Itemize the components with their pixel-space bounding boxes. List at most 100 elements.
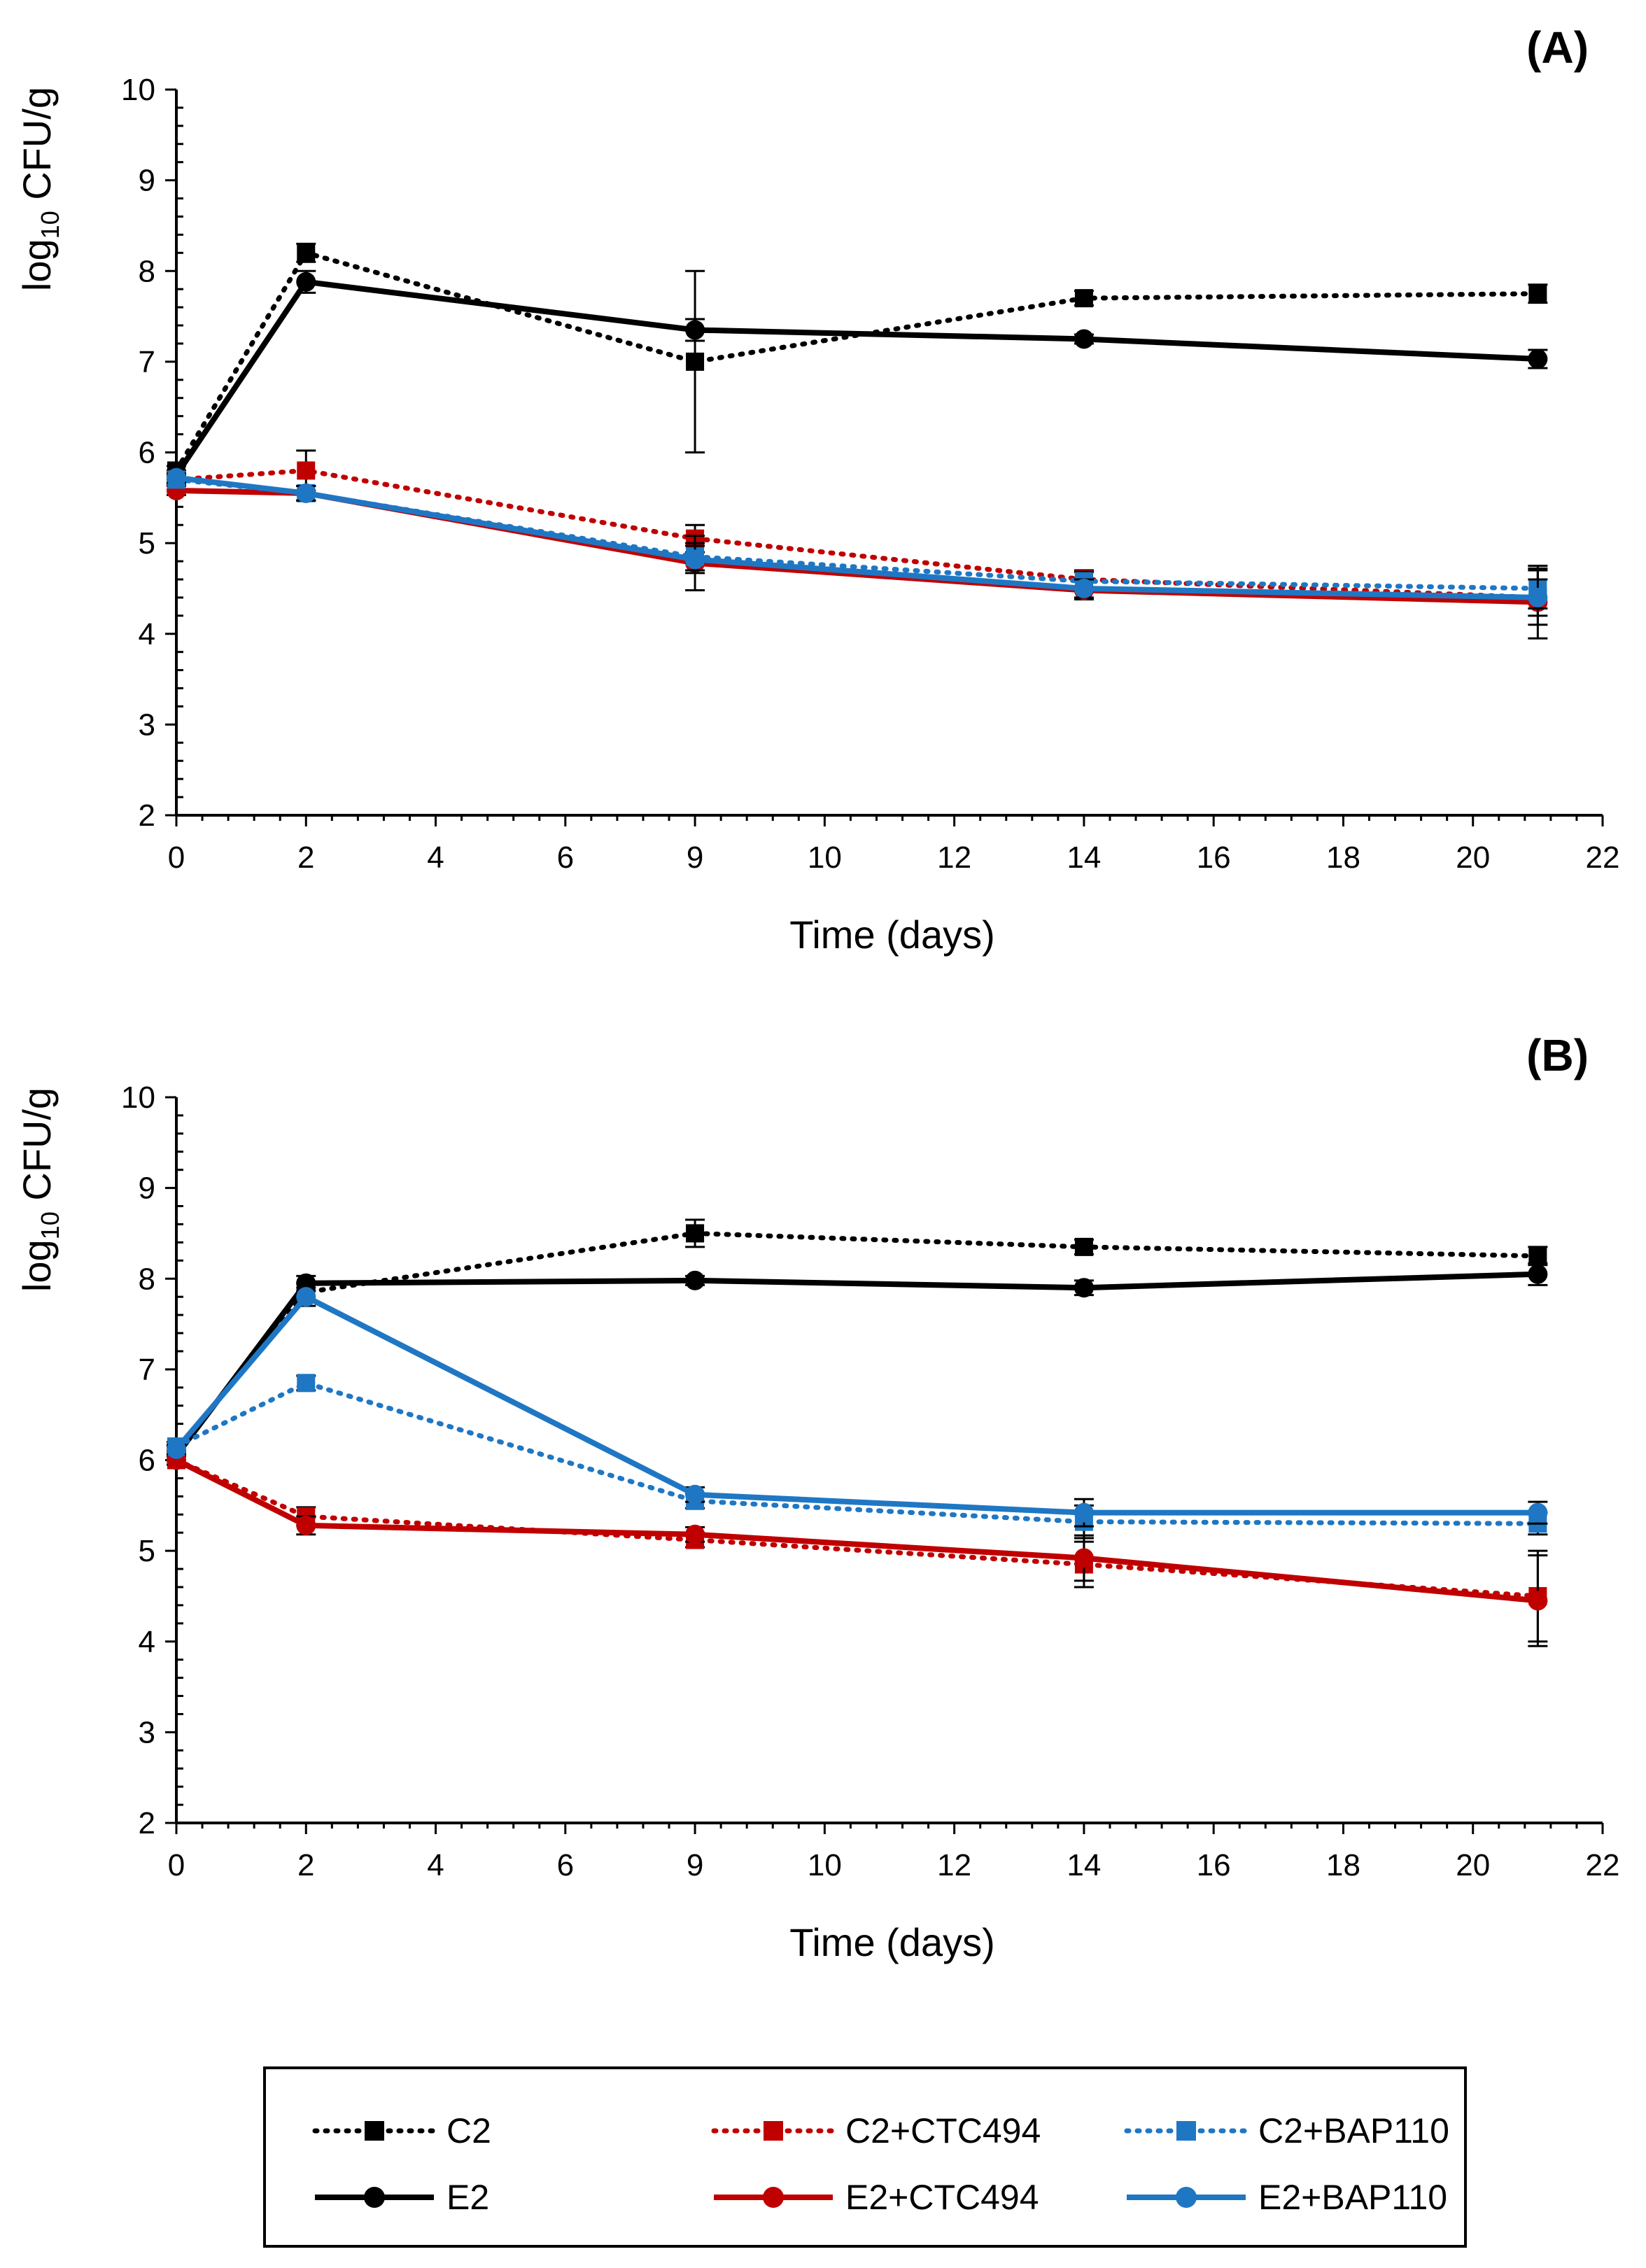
legend-entry: E2+CTC494 (714, 2178, 1039, 2217)
legend-marker-square (1176, 2121, 1196, 2141)
data-point-square (297, 1374, 316, 1393)
x-tick-label: 4 (427, 840, 444, 875)
series-e2 (167, 1262, 1548, 1466)
x-tick-label: 2 (297, 1848, 314, 1882)
legend-entry: C2 (312, 2111, 491, 2150)
y-tick-label: 4 (139, 617, 155, 651)
y-tick-label: 10 (121, 73, 155, 107)
series-line (175, 1457, 1538, 1604)
y-tick-label: 9 (139, 164, 155, 198)
legend-label: E2+BAP110 (1258, 2178, 1447, 2217)
x-tick-label: 6 (557, 840, 574, 875)
legend-label: E2 (446, 2178, 489, 2217)
series-line (174, 250, 1540, 473)
series-c2-plus-bap110 (167, 470, 1548, 610)
data-point-circle (1528, 587, 1548, 607)
y-tick-label: 6 (139, 1444, 155, 1478)
x-axis-title: Time (days) (789, 913, 995, 957)
series-line (174, 467, 1540, 600)
data-point-circle (296, 1515, 316, 1535)
x-tick-label: 9 (687, 840, 703, 875)
x-tick-label: 14 (1067, 1848, 1101, 1882)
x-tick-label: 22 (1586, 840, 1620, 875)
data-point-circle (296, 1287, 316, 1307)
y-tick-label: 7 (139, 1353, 155, 1387)
legend-marker-circle (763, 2187, 784, 2208)
y-tick-label: 7 (139, 345, 155, 379)
y-axis-title: log10 CFU/g (15, 1087, 64, 1292)
x-tick-label: 16 (1197, 1848, 1231, 1882)
legend-entry: C2+BAP110 (1124, 2111, 1449, 2150)
data-point-square (686, 1224, 705, 1243)
x-tick-label: 4 (427, 1848, 444, 1882)
data-point-circle (1528, 1591, 1548, 1611)
y-tick-label: 9 (139, 1171, 155, 1206)
x-tick-label: 12 (937, 1848, 971, 1882)
legend-box (263, 2066, 1467, 2248)
x-tick-label: 20 (1456, 1848, 1490, 1882)
x-tick-label: 10 (808, 840, 842, 875)
data-point-circle (1074, 578, 1094, 598)
series-e2-plus-bap110 (167, 467, 1548, 617)
legend-marker-square (365, 2121, 384, 2141)
data-point-circle (685, 549, 705, 570)
series-e2 (167, 269, 1548, 485)
panel-label: (A) (1526, 22, 1589, 73)
panel-label: (B) (1526, 1030, 1589, 1080)
data-point-circle (685, 1484, 705, 1505)
data-point-square (1528, 284, 1547, 303)
x-tick-label: 6 (557, 1848, 574, 1882)
legend-marker-square (764, 2121, 783, 2141)
data-point-circle (167, 1439, 186, 1459)
data-point-circle (1074, 1502, 1094, 1523)
y-axis-title: log10 CFU/g (15, 87, 64, 291)
x-tick-label: 18 (1326, 840, 1360, 875)
data-point-circle (1074, 329, 1094, 349)
data-point-circle (1528, 1502, 1548, 1523)
x-tick-label: 16 (1197, 840, 1231, 875)
y-tick-label: 4 (139, 1625, 155, 1659)
series-line (174, 1380, 1540, 1526)
y-tick-label: 10 (121, 1080, 155, 1115)
series-c2 (167, 1218, 1548, 1460)
legend-entry: E2+BAP110 (1127, 2178, 1447, 2217)
series-line (174, 1271, 1538, 1458)
x-tick-label: 0 (168, 840, 185, 875)
legend: C2 C2+CTC494 C2+BAP110 E2 E2+CTC494 E2+BAP110 (263, 2066, 1467, 2248)
legend-marker-circle (1176, 2187, 1197, 2208)
y-tick-label: 3 (139, 707, 155, 742)
series-e2-plus-bap110 (167, 1286, 1548, 1528)
legend-entry: E2 (315, 2178, 489, 2217)
data-point-square (1528, 1246, 1547, 1265)
x-tick-label: 12 (937, 840, 971, 875)
series-c2 (167, 242, 1548, 480)
data-point-square (1074, 289, 1093, 308)
x-tick-label: 0 (168, 1848, 185, 1882)
y-tick-label: 2 (139, 798, 155, 833)
data-point-square (686, 352, 705, 371)
data-point-square (297, 244, 316, 262)
x-tick-label: 9 (687, 1848, 703, 1882)
data-point-circle (296, 272, 316, 292)
data-point-circle (1074, 1278, 1094, 1298)
x-tick-label: 22 (1586, 1848, 1620, 1882)
y-tick-label: 8 (139, 1262, 155, 1296)
x-tick-label: 2 (297, 840, 314, 875)
series-line (174, 1230, 1540, 1454)
series-line (176, 474, 1538, 600)
y-tick-label: 6 (139, 436, 155, 470)
y-tick-label: 8 (139, 254, 155, 288)
data-point-circle (685, 320, 705, 340)
data-point-circle (1528, 1264, 1548, 1284)
x-tick-label: 18 (1326, 1848, 1360, 1882)
data-point-circle (685, 1270, 705, 1290)
data-point-circle (685, 1524, 705, 1544)
legend-label: C2+CTC494 (845, 2111, 1041, 2150)
y-tick-label: 5 (139, 1534, 155, 1568)
x-axis-title: Time (days) (789, 1920, 995, 1964)
legend-marker-circle (364, 2187, 385, 2208)
data-point-circle (1528, 348, 1548, 369)
